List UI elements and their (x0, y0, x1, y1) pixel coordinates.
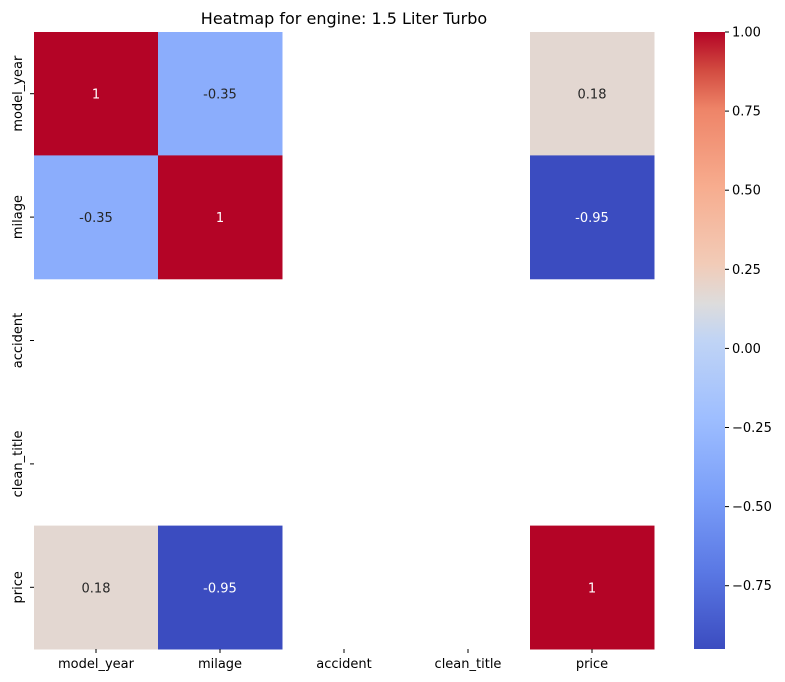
heatmap-cell-0-4 (530, 32, 655, 156)
colorbar-gradient (694, 32, 725, 649)
x-tick-label: price (576, 657, 608, 672)
colorbar-tick-label: 0.75 (732, 105, 761, 120)
colorbar: 1.00 0.75 0.50 0.25 0.00 −0.25 −0.50 −0.75 (694, 26, 772, 649)
x-tick-label: model_year (58, 657, 135, 672)
cell-annotation: 0.18 (82, 581, 111, 596)
heatmap-cells (34, 32, 655, 650)
heatmap-cell-4-1 (158, 525, 283, 650)
y-tick-label: accident (11, 313, 26, 368)
heatmap-cell-4-4 (530, 525, 655, 650)
cell-annotation: -0.35 (203, 88, 237, 103)
colorbar-tick-label: −0.75 (732, 579, 772, 594)
cell-annotation: -0.95 (203, 581, 237, 596)
heatmap-cell-4-0 (34, 525, 159, 650)
chart-title: Heatmap for engine: 1.5 Liter Turbo (201, 9, 487, 28)
x-tick-label: clean_title (435, 657, 502, 672)
cell-annotation: 1 (216, 211, 224, 226)
cell-annotation: 0.18 (578, 88, 607, 103)
y-tick-label: clean_title (11, 430, 26, 497)
y-tick-label: model_year (11, 55, 26, 132)
heatmap-cell-1-0 (34, 155, 159, 280)
heatmap-cell-1-1 (158, 155, 283, 280)
colorbar-tick-label: 1.00 (732, 26, 761, 41)
colorbar-tick-label: −0.25 (732, 421, 772, 436)
x-axis-ticks: model_year milage accident clean_title price (58, 649, 608, 672)
y-tick-label: milage (11, 195, 26, 239)
cell-annotation: -0.95 (575, 211, 609, 226)
heatmap-cell-1-4 (530, 155, 655, 280)
cell-annotations: 1 -0.35 0.18 -0.35 1 -0.95 0.18 -0.95 1 (79, 88, 609, 597)
heatmap-cell-0-1 (158, 32, 283, 156)
x-tick-label: accident (316, 657, 371, 672)
colorbar-tick-label: 0.50 (732, 184, 761, 199)
cell-annotation: -0.35 (79, 211, 113, 226)
colorbar-ticks: 1.00 0.75 0.50 0.25 0.00 −0.25 −0.50 −0.75 (725, 26, 772, 594)
colorbar-tick-label: 0.00 (732, 342, 761, 357)
heatmap-cell-0-0 (34, 32, 159, 156)
cell-annotation: 1 (92, 88, 100, 103)
y-tick-label: price (11, 571, 26, 603)
colorbar-tick-label: −0.50 (732, 500, 772, 515)
x-tick-label: milage (198, 657, 242, 672)
colorbar-tick-label: 0.25 (732, 263, 761, 278)
cell-annotation: 1 (588, 581, 596, 596)
